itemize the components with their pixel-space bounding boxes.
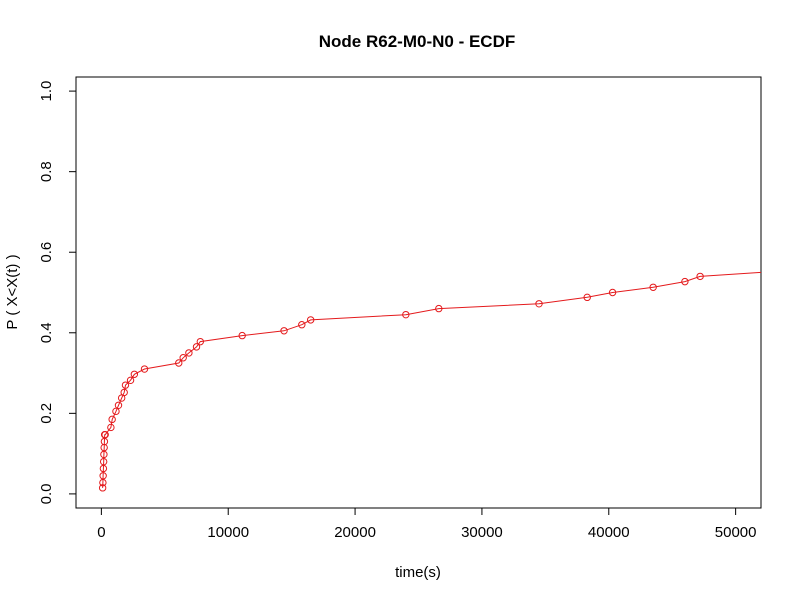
data-point — [120, 388, 128, 397]
data-point — [101, 430, 109, 439]
ecdf-line — [102, 271, 761, 488]
x-tick-label: 50000 — [715, 524, 757, 541]
data-point — [681, 277, 689, 286]
x-tick-label: 0 — [97, 524, 105, 541]
data-point — [535, 300, 543, 308]
data-point — [583, 293, 591, 302]
data-point — [126, 376, 135, 385]
plot-frame — [75, 76, 762, 509]
x-tick-label: 30000 — [461, 524, 503, 541]
y-tick-label: 0.4 — [38, 322, 55, 343]
y-axis-label: P ( X<X(t) ) — [4, 254, 21, 329]
data-point — [770, 268, 776, 274]
data-point — [107, 423, 115, 432]
y-axis: 0.0 0.2 0.4 0.6 0.8 1.0 — [38, 81, 77, 504]
data-point — [196, 337, 205, 346]
x-axis: 0 10000 20000 30000 40000 50000 — [97, 507, 757, 541]
data-point — [99, 472, 107, 480]
x-axis-label: time(s) — [395, 564, 441, 581]
x-tick-label: 10000 — [207, 524, 249, 541]
data-point — [238, 331, 246, 340]
y-tick-label: 0.6 — [38, 242, 55, 263]
data-point — [140, 365, 149, 373]
data-point — [130, 370, 139, 378]
chart-title: Node R62-M0-N0 - ECDF — [319, 32, 515, 51]
data-point — [112, 407, 120, 416]
data-point — [121, 381, 130, 389]
data-point — [298, 321, 306, 329]
y-tick-label: 0.2 — [38, 403, 55, 424]
data-point — [280, 327, 288, 335]
data-point — [108, 415, 116, 424]
data-point — [185, 349, 193, 357]
y-tick-label: 1.0 — [38, 81, 55, 102]
data-point — [192, 343, 201, 351]
data-point — [175, 359, 183, 367]
data-point — [98, 484, 107, 492]
y-tick-label: 0.8 — [38, 161, 55, 182]
data-point — [649, 283, 657, 291]
data-point — [306, 316, 315, 324]
data-point — [114, 401, 123, 409]
x-tick-label: 40000 — [588, 524, 630, 541]
data-point — [402, 310, 410, 319]
series-layer — [98, 268, 776, 492]
data-point — [608, 288, 617, 297]
data-point — [179, 354, 187, 362]
data-point — [696, 272, 704, 281]
data-point — [99, 457, 108, 466]
y-tick-label: 0.0 — [38, 483, 55, 504]
x-tick-label: 20000 — [334, 524, 376, 541]
data-point — [435, 304, 443, 313]
